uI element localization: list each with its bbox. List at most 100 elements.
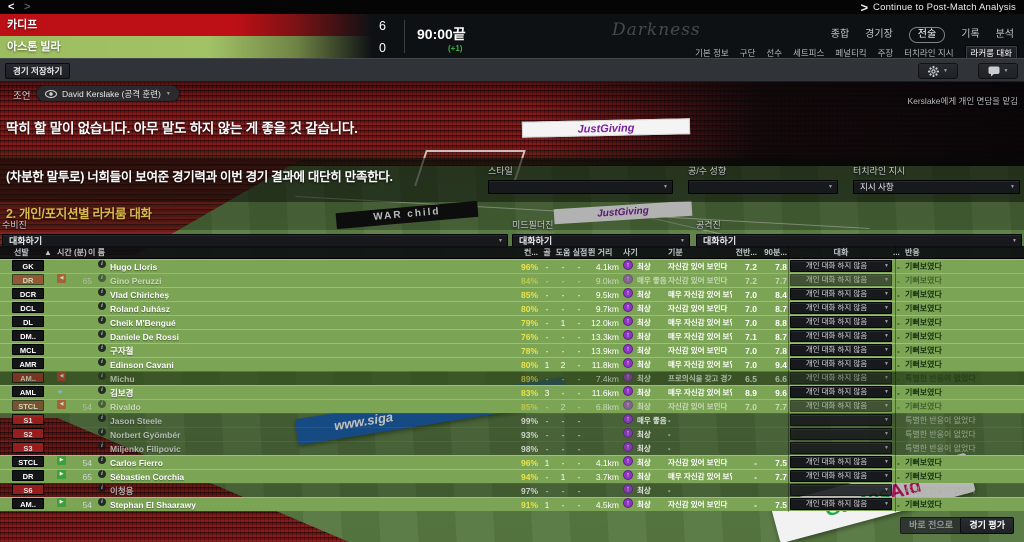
info-icon[interactable]: i [98,288,106,296]
info-icon[interactable]: i [98,498,106,506]
save-match-button[interactable]: 경기 저장하기 [5,63,71,79]
player-name[interactable]: 김보경 [110,388,134,398]
player-name[interactable]: 구자철 [110,346,134,356]
talk-dropdown[interactable]: 개인 대화 하지 않음 ▼ [790,260,892,272]
tab-페널티킥[interactable]: 페널티킥 [835,48,867,58]
talk-dropdown[interactable]: 개인 대화 하지 않음 ▼ [790,302,892,314]
talk-dropdown[interactable]: ▼ [790,428,892,440]
info-icon[interactable]: i [98,470,106,478]
tab-종합[interactable]: 종합 [830,29,850,40]
talk-dropdown[interactable]: 개인 대화 하지 않음 ▼ [790,344,892,356]
player-name[interactable]: Sébastien Corchia [110,472,185,482]
go-back-button[interactable]: 바로 전으로 [900,517,962,534]
talk-dropdown[interactable]: 개인 대화 하지 않음 ▼ [790,330,892,342]
player-row[interactable]: DCR i Vlad Chiricheş 85% - - -9.5km ↑ 최상 매우 자신감 있… [0,287,1024,301]
tab-분석[interactable]: 분석 [995,29,1014,40]
talk-dropdown[interactable]: ▼ [790,442,892,454]
tab-기본 정보[interactable]: 기본 정보 [695,48,729,58]
talk-dropdown[interactable]: 개인 대화 하지 않음 ▼ [790,456,892,468]
talk-dropdown[interactable]: 개인 대화 하지 않음 ▼ [790,386,892,398]
talk-dropdown[interactable]: 개인 대화 하지 않음 ▼ [790,316,892,328]
player-row[interactable]: AM.. ◀ i Michu 89% - - -7.4km ↑ 최상 프로의식을 갖고 경기.. 6.… [0,371,1024,385]
tab-기록[interactable]: 기록 [961,29,980,40]
player-row[interactable]: DR ◀ 65 i Gino Peruzzi 84% - - -9.0km ↑ 매우 좋음 자신감 있… [0,273,1024,287]
tab-구단[interactable]: 구단 [739,48,756,58]
player-name[interactable]: Norbert Gyömbér [110,430,181,440]
info-icon[interactable]: i [98,456,106,464]
player-row[interactable]: STCL ▶ 54 i Carlos Fierro 96% 1 - - 4.1km ↑ 최상 자신감 있… [0,455,1024,469]
info-icon[interactable]: i [98,428,106,436]
away-team-name[interactable]: 아스톤 빌라 [7,41,61,53]
attack-dropdown[interactable]: ▼ [688,180,838,194]
history-back-button[interactable]: < [8,1,15,13]
player-row[interactable]: DR ▶ 65 i Sébastien Corchia 94% -1-3.7km ↑ 최상 매우 … [0,469,1024,483]
style-dropdown[interactable]: ▼ [488,180,673,194]
talk-dropdown[interactable]: 개인 대화 하지 않음 ▼ [790,358,892,370]
tab-터치라인 지시[interactable]: 터치라인 지시 [904,48,954,58]
player-name[interactable]: 이청용 [110,486,134,496]
player-name[interactable]: Michu [110,374,135,384]
player-row[interactable]: S1 i Jason Steele 99% - - - ↑ 매우 좋음 - ▼ 특별한 반응이 없었다 [0,413,1024,427]
history-forward-button[interactable]: > [24,1,31,13]
messages-dropdown-button[interactable]: ▼ [978,63,1018,79]
info-icon[interactable]: i [98,260,106,268]
rate-match-button[interactable]: 경기 평가 [960,517,1014,534]
player-name[interactable]: Cheik M'Bengué [110,318,176,328]
info-icon[interactable]: i [98,372,106,380]
player-row[interactable]: AM.. ▶ 54 i Stephan El Shaarawy 91% 1 - - 4.5km ↑ 최… [0,497,1024,511]
column-header[interactable]: 선발 [14,248,29,257]
info-icon[interactable]: i [98,358,106,366]
player-name[interactable]: Rivaldo [110,402,141,412]
talk-dropdown[interactable]: 개인 대화 하지 않음 ▼ [790,498,892,510]
tab-전술[interactable]: 전술 [908,27,946,43]
player-row[interactable]: S3 i Miljenko Filipovic 98% - - - ↑ 최상 - ▼ 특별한 반응이 … [0,441,1024,455]
tab-세트피스[interactable]: 세트피스 [793,48,825,58]
home-team-name[interactable]: 카디프 [7,19,38,31]
touchline-dropdown[interactable]: 지시 사항 ▼ [853,180,1020,194]
info-icon[interactable]: i [98,484,106,492]
tab-경기장[interactable]: 경기장 [865,29,893,40]
info-icon[interactable]: i [98,302,106,310]
talk-dropdown[interactable]: 개인 대화 하지 않음 ▼ [790,400,892,412]
player-row[interactable]: DM.. i Daniele De Rossi 76% - - -13.3km ↑ 최상 매우 자… [0,329,1024,343]
player-row[interactable]: DL i Cheik M'Bengué 79% -1-12.0km ↑ 최상 매우 자신감 있… [0,315,1024,329]
player-name[interactable]: Stephan El Shaarawy [110,500,196,510]
player-name[interactable]: Roland Juhász [110,304,170,314]
player-name[interactable]: Carlos Fierro [110,458,163,468]
player-row[interactable]: GK i Hugo Lloris 96% - - -4.1km ↑ 최상 자신감 있어 보인다 7.… [0,259,1024,273]
info-icon[interactable]: i [98,414,106,422]
player-row[interactable]: DCL i Roland Juhász 80% - - -9.7km ↑ 최상 자신감 있어 보인… [0,301,1024,315]
player-row[interactable]: S6 i 이청용 97% - - - ↑ 최상 - ▼ 특별한 반응이 없었다 [0,483,1024,497]
talk-dropdown[interactable]: ▼ [790,484,892,496]
talk-dropdown[interactable]: 개인 대화 하지 않음 ▼ [790,274,892,286]
talk-dropdown[interactable]: ▼ [790,414,892,426]
tab-선수[interactable]: 선수 [766,48,783,58]
info-icon[interactable]: i [98,316,106,324]
info-icon[interactable]: i [98,330,106,338]
talk-dropdown[interactable]: 개인 대화 하지 않음 ▼ [790,288,892,300]
player-row[interactable]: AMR i Edinson Cavani 80% 1 2-11.8km ↑ 최상 매우 자신감 … [0,357,1024,371]
distance-value: 11.8km [591,360,619,370]
player-name[interactable]: Gino Peruzzi [110,276,162,286]
talk-dropdown[interactable]: 개인 대화 하지 않음 ▼ [790,470,892,482]
info-icon[interactable]: i [98,386,106,394]
player-name[interactable]: Hugo Lloris [110,262,158,272]
player-name[interactable]: Daniele De Rossi [110,332,179,342]
tab-주장[interactable]: 주장 [877,48,894,58]
player-name[interactable]: Miljenko Filipovic [110,444,181,454]
info-icon[interactable]: i [98,442,106,450]
settings-dropdown-button[interactable]: ▼ [918,63,958,79]
player-name[interactable]: Edinson Cavani [110,360,174,370]
player-row[interactable]: MCL i 구자철 78% - - -13.9km ↑ 최상 자신감 있어 보인다 7.0 7.8 개인… [0,343,1024,357]
continue-button[interactable]: > Continue to Post-Match Analysis [860,0,1016,14]
player-name[interactable]: Jason Steele [110,416,162,426]
player-name[interactable]: Vlad Chiricheş [110,290,170,300]
info-icon[interactable]: i [98,274,106,282]
talk-dropdown[interactable]: 개인 대화 하지 않음 ▼ [790,372,892,384]
player-row[interactable]: S2 i Norbert Gyömbér 93% - - - ↑ 최상 - ▼ 특별한 반응이 없었다 [0,427,1024,441]
advisor-selector[interactable]: David Kerslake (공격 훈련) ▼ [36,85,180,102]
player-row[interactable]: STCL ◀ 54 i Rivaldo 85% -2-6.8km ↑ 최상 자신감 있어 보인다 7… [0,399,1024,413]
info-icon[interactable]: i [98,400,106,408]
info-icon[interactable]: i [98,344,106,352]
